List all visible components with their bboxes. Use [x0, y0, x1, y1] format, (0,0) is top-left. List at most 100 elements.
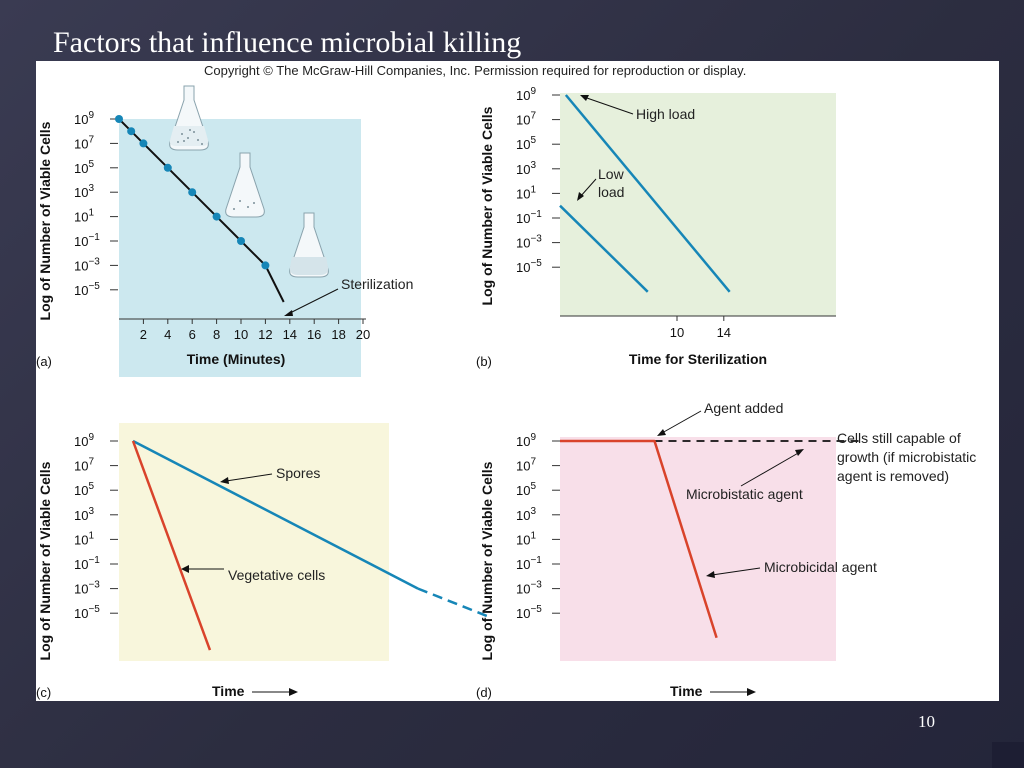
- microbistatic-agent-arrowhead: [795, 449, 804, 456]
- chart-a-ylabel: Log of Number of Viable Cells: [37, 121, 53, 320]
- vegetative-cells-line: [131, 440, 212, 651]
- high-load-arrow: [583, 96, 634, 115]
- spores-arrow: [225, 473, 273, 482]
- high-load-line: [564, 94, 731, 293]
- sterilization-arrowhead: [284, 310, 293, 316]
- y-tick-label: 105: [516, 481, 536, 498]
- regrowth-note-line1: Cells still capable of: [837, 430, 961, 446]
- chart-c-xlabel: Time: [212, 683, 245, 699]
- data-point: [127, 127, 136, 136]
- chart-b-plot: [559, 94, 731, 293]
- agent-added-arrowhead: [657, 429, 666, 436]
- x-tick-label: 14: [283, 327, 297, 342]
- y-tick-label: 10−1: [74, 555, 100, 572]
- chart-c-xlabel-arrowhead: [289, 688, 298, 696]
- x-tick-label: 6: [189, 327, 196, 342]
- data-point: [163, 163, 172, 172]
- chart-d-xlabel: Time: [670, 683, 703, 699]
- high-load-label: High load: [636, 106, 695, 122]
- y-tick-label: 10−3: [74, 256, 100, 273]
- chart-b-ylabel: Log of Number of Viable Cells: [479, 106, 495, 305]
- spores-extrapolation-line: [417, 587, 490, 619]
- figure-panel: Copyright © The McGraw-Hill Companies, I…: [36, 61, 999, 701]
- chart-c: 109 107 105 103 101 10−1 10−3 10−5 Spores Veget…: [36, 423, 490, 700]
- slide-title: Factors that influence microbial killing: [53, 26, 522, 59]
- y-tick-label: 103: [74, 506, 94, 523]
- y-tick-label: 107: [516, 111, 536, 128]
- y-tick-label: 103: [516, 506, 536, 523]
- x-tick-label: 2: [140, 327, 147, 342]
- high-load-arrowhead: [580, 95, 589, 101]
- y-tick-label: 105: [516, 135, 536, 152]
- x-tick-label: 20: [356, 327, 370, 342]
- chart-a-y-ticks: 109 107 105 103 101 10−1 10−3 10−5: [74, 110, 118, 298]
- chart-b-panel-label: (b): [476, 354, 492, 369]
- flask-icons: [169, 85, 329, 278]
- y-tick-label: 10−3: [516, 580, 542, 597]
- chart-a-plot: [115, 115, 285, 303]
- spores-arrowhead: [220, 477, 229, 484]
- low-load-label-line1: Low: [598, 166, 625, 182]
- vegetative-cells-arrowhead: [181, 565, 189, 573]
- flask-icon: [225, 152, 265, 218]
- vegetative-cells-label: Vegetative cells: [228, 567, 325, 583]
- x-tick-label: 8: [213, 327, 220, 342]
- x-tick-label: 12: [258, 327, 272, 342]
- regrowth-note-line3: agent is removed): [837, 468, 949, 484]
- microbicidal-agent-arrow: [711, 567, 761, 576]
- microbistatic-agent-label: Microbistatic agent: [686, 486, 803, 502]
- y-tick-label: 10−5: [74, 281, 100, 298]
- x-tick-label: 18: [331, 327, 345, 342]
- chart-d-ylabel: Log of Number of Viable Cells: [479, 461, 495, 660]
- y-tick-label: 10−1: [516, 555, 542, 572]
- y-tick-label: 10−5: [74, 604, 100, 621]
- spores-line: [132, 439, 419, 590]
- y-tick-label: 107: [74, 457, 94, 474]
- y-tick-label: 107: [74, 134, 94, 151]
- x-tick-label: 4: [164, 327, 171, 342]
- microbicidal-agent-label: Microbicidal agent: [764, 559, 877, 575]
- chart-b-background: [560, 93, 836, 316]
- y-tick-label: 10−1: [516, 209, 542, 226]
- agent-added-label: Agent added: [704, 400, 783, 416]
- chart-c-panel-label: (c): [36, 685, 51, 700]
- y-tick-label: 101: [516, 530, 536, 547]
- x-tick-label: 10: [670, 325, 684, 340]
- chart-d-panel-label: (d): [476, 685, 492, 700]
- chart-b-xlabel: Time for Sterilization: [629, 351, 767, 367]
- microbicidal-line: [560, 439, 718, 639]
- sterilization-arrow: [287, 288, 339, 315]
- y-tick-label: 10−5: [516, 258, 542, 275]
- data-point: [115, 115, 123, 123]
- y-tick-label: 101: [74, 208, 94, 225]
- chart-a-x-ticks: 2 4 6 8 10 12 14 16 18 20: [140, 319, 370, 342]
- chart-d-background: [560, 437, 836, 661]
- y-tick-label: 105: [74, 159, 94, 176]
- y-tick-label: 10−1: [74, 232, 100, 249]
- sterilization-label: Sterilization: [341, 276, 413, 292]
- page-number: 10: [918, 712, 935, 731]
- chart-c-plot: [131, 439, 490, 651]
- data-point: [139, 139, 148, 148]
- data-point: [188, 188, 197, 197]
- corner-decoration: [992, 742, 1024, 768]
- low-load-label-line2: load: [598, 184, 624, 200]
- low-load-arrow: [579, 178, 597, 198]
- chart-a-panel-label: (a): [36, 354, 52, 369]
- y-tick-label: 105: [74, 481, 94, 498]
- chart-d-y-ticks: 109 107 105 103 101 10−1 10−3 10−5: [516, 432, 560, 621]
- x-tick-label: 16: [307, 327, 321, 342]
- low-load-arrowhead: [577, 192, 584, 201]
- chart-c-ylabel: Log of Number of Viable Cells: [37, 461, 53, 660]
- y-tick-label: 103: [516, 160, 536, 177]
- chart-a-xlabel: Time (Minutes): [187, 351, 286, 367]
- y-tick-label: 103: [74, 183, 94, 200]
- y-tick-label: 109: [74, 432, 94, 449]
- data-point: [237, 237, 245, 245]
- low-load-line: [559, 204, 649, 293]
- data-point: [261, 261, 270, 270]
- data-point: [212, 212, 221, 221]
- chart-d-xlabel-arrowhead: [747, 688, 756, 696]
- y-tick-label: 109: [74, 110, 94, 127]
